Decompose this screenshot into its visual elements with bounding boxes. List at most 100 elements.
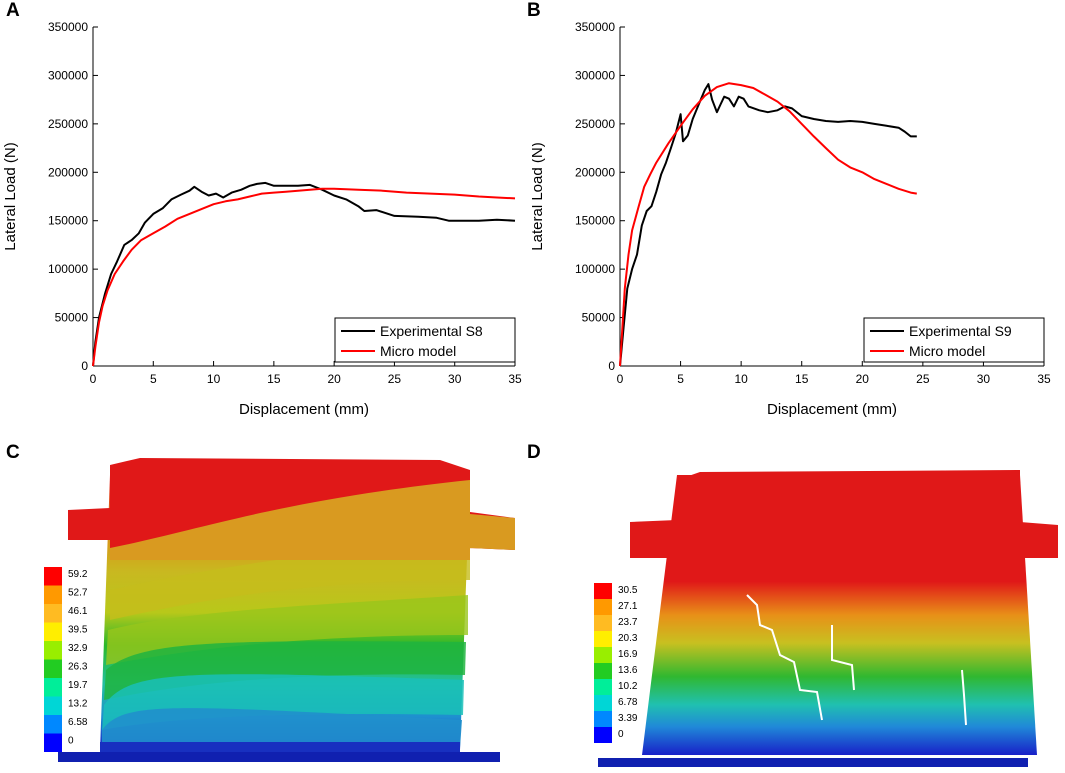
legend-value: 39.5 [68,625,88,636]
series-line [92,181,516,367]
contour-plot-d: 30.5 27.1 23.7 20.3 16.9 13.6 10.2 6.78 3.39 0 [594,470,1058,767]
legend-color-swatch [594,679,612,695]
base-slab-c [58,752,500,762]
contour-plot-c: 59.2 52.7 46.1 39.5 32.9 26.3 19.7 13.2 6.58 0 [44,458,515,762]
y-tick-label: 300000 [48,68,88,82]
y-tick-label: 350000 [48,20,88,34]
panel-letter-a: A [6,0,20,21]
legend-label: Experimental S8 [380,323,483,339]
legend-color-swatch [44,641,62,660]
legend-value: 19.7 [68,680,88,691]
legend-color-swatch [44,733,62,752]
legend-value: 26.3 [68,662,88,673]
crack-line-d [961,669,967,726]
legend-box [863,317,1045,363]
legend-color-swatch [44,696,62,715]
legend-color-swatch [594,631,612,647]
x-tick-label: 10 [734,372,748,386]
y-tick-label: 150000 [575,214,615,228]
panel-letter-c: C [6,442,20,463]
legend-color-swatch [44,585,62,604]
chart-b: 0 50000 100000 150000 200000 250000 300000 3500… [532,20,1051,418]
legend-value: 0 [618,729,624,740]
legend-color-swatch [594,583,612,599]
legend-color-swatch [594,599,612,615]
legend-color-swatch [594,711,612,727]
x-tick-label: 25 [388,372,402,386]
wall-model-c [58,458,515,762]
x-tick-label: 20 [327,372,341,386]
y-axis-label: Lateral Load (N) [532,142,546,250]
legend-label: Experimental S9 [909,323,1012,339]
y-tick-label: 250000 [575,117,615,131]
legend-color-swatch [594,663,612,679]
legend-label: Micro model [380,343,456,359]
x-tick-label: 5 [150,372,157,386]
legend-value: 27.1 [618,601,638,612]
y-axis-label: Lateral Load (N) [2,142,19,250]
y-tick-label: 200000 [575,165,615,179]
crack-line-d [746,594,823,721]
legend-color-swatch [594,727,612,743]
x-tick-label: 30 [977,372,991,386]
legend-color-swatch [44,567,62,586]
legend-value: 10.2 [618,681,638,692]
base-slab-d [598,758,1028,767]
legend-color-swatch [44,715,62,734]
legend-value: 3.39 [618,713,638,724]
x-tick-label: 15 [795,372,809,386]
legend-color-swatch [44,659,62,678]
contour-legend-c: 59.2 52.7 46.1 39.5 32.9 26.3 19.7 13.2 6.58 0 [44,567,88,752]
y-tick-label: 250000 [48,117,88,131]
legend-value: 13.6 [618,665,638,676]
x-tick-label: 10 [207,372,221,386]
legend-color-swatch [44,622,62,641]
legend-value: 59.2 [68,569,88,580]
panel-letter-d: D [527,442,541,463]
legend-value: 13.2 [68,699,88,710]
panel-letter-b: B [527,0,541,21]
y-tick-label: 350000 [575,20,615,34]
legend-value: 23.7 [618,617,638,628]
chart-a: 0 50000 100000 150000 200000 250000 300000 3500… [2,20,522,418]
legend-label: Micro model [909,343,985,359]
y-tick-label: 150000 [48,214,88,228]
x-axis-label: Displacement (mm) [767,401,897,418]
wall-model-d [598,470,1058,767]
legend-value: 32.9 [68,643,88,654]
contour-band-c [102,708,462,748]
legend-value: 46.1 [68,606,88,617]
contour-legend-d: 30.5 27.1 23.7 20.3 16.9 13.6 10.2 6.78 3.39 0 [594,583,638,743]
y-tick-label: 0 [81,359,88,373]
legend-value: 30.5 [618,585,638,596]
y-tick-label: 300000 [575,68,615,82]
x-tick-label: 35 [508,372,522,386]
legend-value: 0 [68,736,74,747]
legend-value: 6.58 [68,717,88,728]
crack-line-d [831,625,855,691]
legend-value: 6.78 [618,697,638,708]
x-tick-label: 35 [1037,372,1051,386]
legend-value: 16.9 [618,649,638,660]
top-beam-orange-c [110,480,515,560]
x-tick-label: 0 [617,372,624,386]
top-beam-d [630,470,1058,565]
legend-color-swatch [44,678,62,697]
legend-color-swatch [594,615,612,631]
x-tick-label: 5 [677,372,684,386]
legend-value: 20.3 [618,633,638,644]
series-line [619,82,917,367]
x-tick-label: 30 [448,372,462,386]
legend-box [334,317,516,363]
legend-color-swatch [44,604,62,623]
x-tick-label: 25 [916,372,930,386]
x-tick-label: 0 [90,372,97,386]
x-tick-label: 15 [267,372,281,386]
y-tick-label: 0 [608,359,615,373]
y-tick-label: 100000 [575,262,615,276]
legend-color-swatch [594,695,612,711]
y-tick-label: 100000 [48,262,88,276]
legend-color-swatch [594,647,612,663]
y-tick-label: 50000 [582,311,616,325]
series-line [92,187,516,367]
